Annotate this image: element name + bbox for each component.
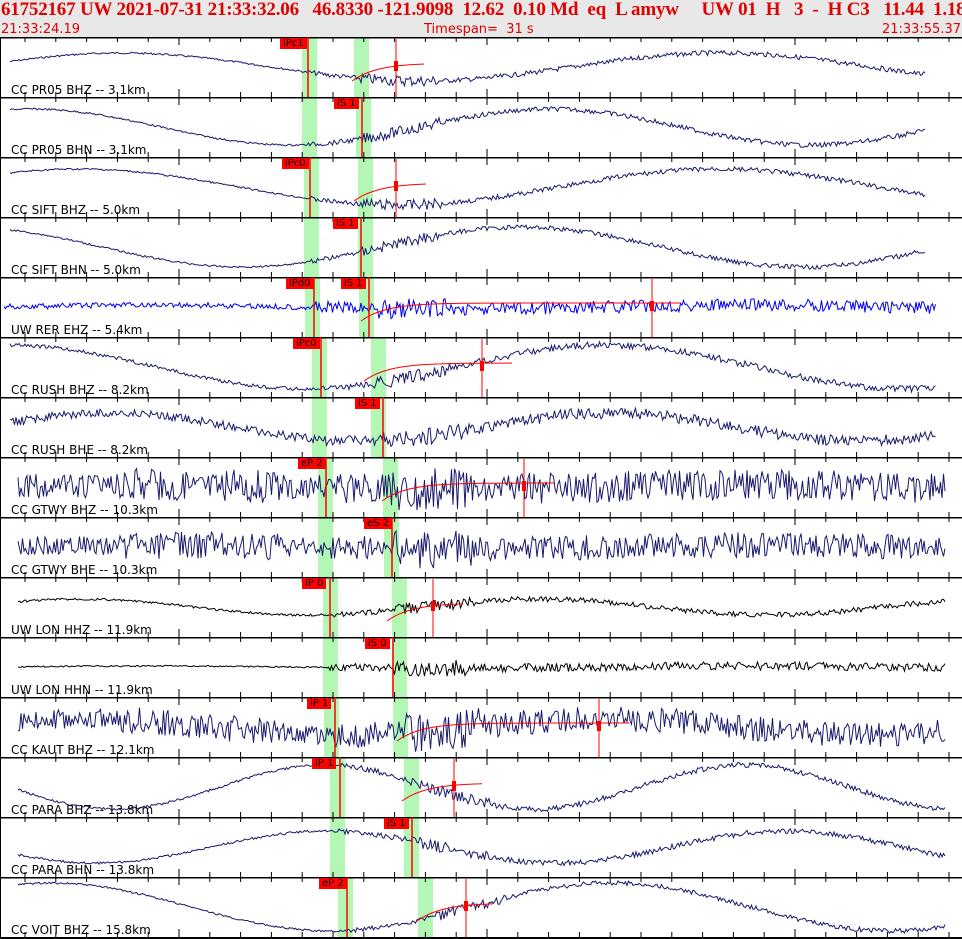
timespan: Timespan= 31 s xyxy=(424,22,534,37)
pick-window xyxy=(356,97,371,157)
p-pick-label[interactable]: eP 2 xyxy=(319,878,347,889)
waveform xyxy=(17,467,946,511)
p-pick-label[interactable]: iPc0 xyxy=(282,158,309,169)
coda-fit-curve xyxy=(386,603,464,622)
station-label: UW RER EHZ -- 5.4km xyxy=(11,323,143,337)
waveform-panel[interactable]: iPc1 CC PR05 BHZ -- 3.1km iS 1 CC PR05 BHN … xyxy=(0,37,962,939)
pick-window xyxy=(359,277,374,337)
waveform xyxy=(9,106,926,148)
pick-window xyxy=(302,37,317,97)
station-label: CC PR05 BHN -- 3.1km xyxy=(11,143,147,157)
coda-fit-curve xyxy=(351,63,425,82)
trace-row[interactable]: iS 1 CC PARA BHN -- 13.8km xyxy=(0,817,962,877)
p-pick-label[interactable]: iPc1 xyxy=(280,38,307,49)
pick-window xyxy=(305,277,320,337)
trace-row[interactable]: iPc0 CC SIFT BHZ -- 5.0km xyxy=(0,157,962,217)
trace-row[interactable]: iPd0 iS 1 UW RER EHZ -- 5.4km xyxy=(0,277,962,337)
waveform xyxy=(17,827,946,867)
coda-fit-curve xyxy=(396,722,629,742)
station-label: CC PARA BHN -- 13.8km xyxy=(11,863,155,877)
s-pick-label[interactable]: iS 1 xyxy=(333,218,358,229)
station-label: UW LON HHZ -- 11.9km xyxy=(11,623,152,637)
pick-window xyxy=(404,757,419,817)
station-label: CC RUSH BHE -- 8.2km xyxy=(11,443,148,457)
p-pick-label[interactable]: iPc0 xyxy=(293,338,320,349)
trace-row[interactable]: eP 2 CC GTWY BHZ -- 10.3km xyxy=(0,457,962,517)
trace-row[interactable]: iS 1 CC SIFT BHN -- 5.0km xyxy=(0,217,962,277)
pick-window xyxy=(323,637,338,697)
waveform xyxy=(9,224,926,271)
event-summary: 61752167 UW 2021-07-31 21:33:32.06 46.83… xyxy=(1,0,962,20)
pick-window xyxy=(312,397,327,457)
trace-row[interactable]: iP 0 UW LON HHZ -- 11.9km xyxy=(0,577,962,637)
station-label: UW LON HHN -- 11.9km xyxy=(11,683,153,697)
p-pick-label[interactable]: eP 2 xyxy=(298,458,326,469)
trace-row[interactable]: iP 1 CC KAUT BHZ -- 12.1km xyxy=(0,697,962,757)
p-pick-label[interactable]: iPd0 xyxy=(286,278,314,289)
pick-window xyxy=(304,217,319,277)
s-pick-label[interactable]: iS 1 xyxy=(334,98,359,109)
pick-window xyxy=(304,157,319,217)
pick-window xyxy=(330,757,345,817)
pick-window xyxy=(392,577,407,637)
pick-window xyxy=(330,817,345,877)
pick-window xyxy=(393,697,408,757)
waveform xyxy=(17,706,946,752)
trace-row[interactable]: eP 2 CC VOIT BHZ -- 15.8km xyxy=(0,877,962,937)
waveform xyxy=(17,761,946,813)
trace-row[interactable]: iS 1 CC PR05 BHN -- 3.1km xyxy=(0,97,962,157)
coda-fit-curve xyxy=(401,783,483,802)
station-label: CC SIFT BHN -- 5.0km xyxy=(11,263,141,277)
p-pick-label[interactable]: iP 1 xyxy=(312,758,337,769)
s-pick-label[interactable]: eS 2 xyxy=(364,518,393,529)
trace-row[interactable]: iPc1 CC PR05 BHZ -- 3.1km xyxy=(0,37,962,97)
p-pick-label[interactable]: iP 1 xyxy=(307,698,332,709)
end-time: 21:33:55.37 xyxy=(881,22,961,37)
waveform xyxy=(17,659,946,677)
pick-window xyxy=(312,337,327,397)
station-label: CC VOIT BHZ -- 15.8km xyxy=(11,923,151,937)
coda-fit-curve xyxy=(353,183,427,202)
waveform xyxy=(9,165,926,211)
p-pick-label[interactable]: iP 0 xyxy=(302,578,327,589)
s-pick-label[interactable]: iS 1 xyxy=(384,818,409,829)
station-label: CC PR05 BHZ -- 3.1km xyxy=(11,83,146,97)
station-label: CC RUSH BHZ -- 8.2km xyxy=(11,383,149,397)
trace-row[interactable]: eS 2 CC GTWY BHE -- 10.3km xyxy=(0,517,962,577)
s-pick-label[interactable]: iS 1 xyxy=(341,278,366,289)
station-label: CC GTWY BHE -- 10.3km xyxy=(11,563,158,577)
start-time: 21:33:24.19 xyxy=(1,22,81,37)
pick-window xyxy=(418,877,433,937)
trace-row[interactable]: iS 0 UW LON HHN -- 11.9km xyxy=(0,637,962,697)
waveform xyxy=(9,49,926,88)
pick-window xyxy=(338,877,353,937)
s-pick-label[interactable]: iS 0 xyxy=(365,638,390,649)
coda-fit-curve xyxy=(363,362,513,382)
station-label: CC SIFT BHZ -- 5.0km xyxy=(11,203,141,217)
station-label: CC KAUT BHZ -- 12.1km xyxy=(11,743,155,757)
trace-row[interactable]: iS 1 CC RUSH BHE -- 8.2km xyxy=(0,397,962,457)
event-header: 61752167 UW 2021-07-31 21:33:32.06 46.83… xyxy=(0,0,962,38)
station-label: CC GTWY BHZ -- 10.3km xyxy=(11,503,158,517)
trace-row[interactable]: iP 1 CC PARA BHZ -- 13.8km xyxy=(0,757,962,817)
waveform xyxy=(9,340,936,394)
coda-fit-curve xyxy=(416,903,494,922)
waveform xyxy=(17,880,946,935)
waveform xyxy=(17,529,946,569)
waveform xyxy=(17,595,946,618)
station-label: CC PARA BHZ -- 13.8km xyxy=(11,803,154,817)
waveform xyxy=(3,298,936,320)
pick-window xyxy=(371,337,386,397)
pick-window xyxy=(302,97,317,157)
waveform xyxy=(9,406,936,448)
coda-fit-curve xyxy=(360,302,681,322)
pick-window xyxy=(358,157,373,217)
trace-row[interactable]: iPc0 CC RUSH BHZ -- 8.2km xyxy=(0,337,962,397)
pick-window xyxy=(354,37,369,97)
s-pick-label[interactable]: iS 1 xyxy=(355,398,380,409)
